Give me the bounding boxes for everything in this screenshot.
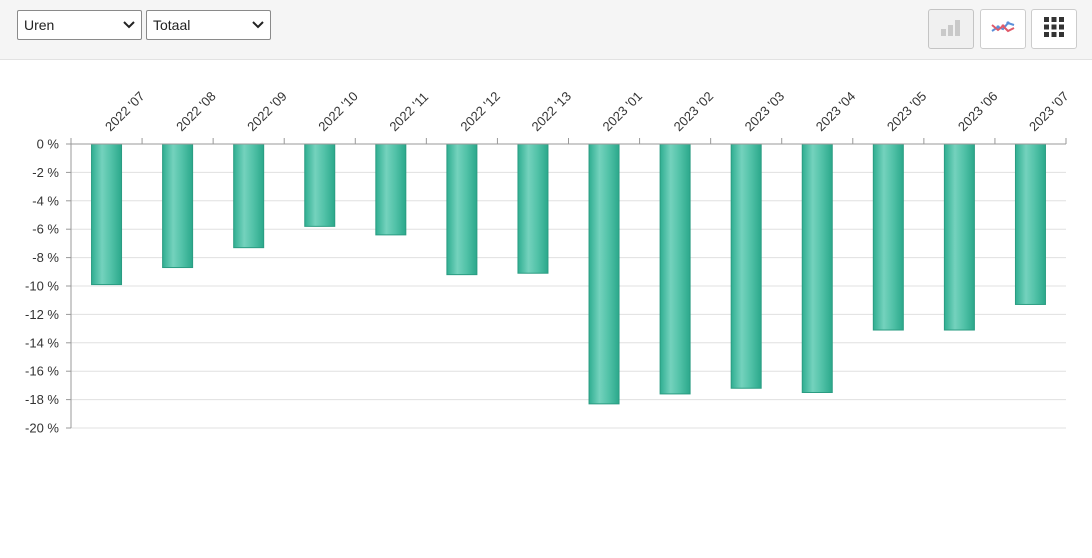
bar[interactable] <box>659 143 691 395</box>
chevron-down-icon <box>123 11 135 39</box>
table-view-button[interactable] <box>1031 9 1077 49</box>
metric-select-value: Uren <box>24 17 55 33</box>
grid-icon <box>1043 16 1065 43</box>
y-tick-label: -6 % <box>32 222 59 237</box>
bar[interactable] <box>91 143 123 286</box>
scope-select-value: Totaal <box>153 17 191 33</box>
x-tick-label: 2022 '11 <box>386 89 431 134</box>
x-tick-label: 2022 '07 <box>102 89 148 135</box>
x-tick-label: 2022 '13 <box>528 89 574 135</box>
bar[interactable] <box>943 143 975 331</box>
bar[interactable] <box>375 143 407 236</box>
bar[interactable] <box>446 143 478 276</box>
x-tick-label: 2023 '02 <box>671 89 717 135</box>
bar[interactable] <box>517 143 549 274</box>
y-tick-label: -12 % <box>25 307 59 322</box>
bar[interactable] <box>872 143 904 331</box>
y-tick-label: -10 % <box>25 279 59 294</box>
y-tick-label: 0 % <box>37 137 60 152</box>
bar-chart-icon <box>939 18 963 41</box>
line-chart-button[interactable] <box>980 9 1026 49</box>
y-tick-label: -18 % <box>25 392 59 407</box>
scope-select[interactable]: Totaal <box>146 10 271 40</box>
x-tick-label: 2022 '10 <box>315 89 361 135</box>
x-tick-label: 2022 '12 <box>457 89 503 135</box>
x-tick-label: 2023 '04 <box>813 89 859 135</box>
x-tick-label: 2022 '09 <box>244 89 290 135</box>
bar[interactable] <box>801 143 833 393</box>
y-tick-label: -14 % <box>25 335 59 350</box>
bar[interactable] <box>162 143 194 269</box>
bar-chart: 0 % -2 % -4 % -6 % -8 % -10 % -12 % -14 % -16 % -… <box>25 89 1072 436</box>
y-tick-label: -8 % <box>32 250 59 265</box>
x-tick-labels: 2022 '07 2022 '08 2022 '09 2022 '10 2022 '11… <box>102 89 1072 135</box>
x-tick-label: 2023 '01 <box>600 89 646 135</box>
x-tick-label: 2023 '07 <box>1026 89 1072 135</box>
y-tick-label: -2 % <box>32 165 59 180</box>
x-tick-label: 2023 '05 <box>884 89 930 135</box>
bar-chart-button[interactable] <box>928 9 974 49</box>
y-tick-labels: 0 % -2 % -4 % -6 % -8 % -10 % -12 % -14 % -16 % -… <box>25 137 59 436</box>
toolbar: Uren Totaal <box>0 0 1092 60</box>
bar[interactable] <box>588 143 620 405</box>
bar[interactable] <box>304 143 336 227</box>
x-tick-label: 2022 '08 <box>173 89 219 135</box>
bars <box>91 143 1046 405</box>
bar[interactable] <box>730 143 762 389</box>
axes <box>66 138 1067 429</box>
chevron-down-icon <box>252 11 264 39</box>
gridlines <box>71 171 1066 429</box>
x-tick-label: 2023 '03 <box>742 89 788 135</box>
y-tick-label: -20 % <box>25 421 59 436</box>
bar[interactable] <box>233 143 265 249</box>
y-tick-label: -4 % <box>32 193 59 208</box>
x-tick-label: 2023 '06 <box>955 89 1001 135</box>
metric-select[interactable]: Uren <box>17 10 142 40</box>
bar[interactable] <box>1014 143 1046 305</box>
y-tick-label: -16 % <box>25 364 59 379</box>
line-chart-icon <box>990 18 1016 41</box>
